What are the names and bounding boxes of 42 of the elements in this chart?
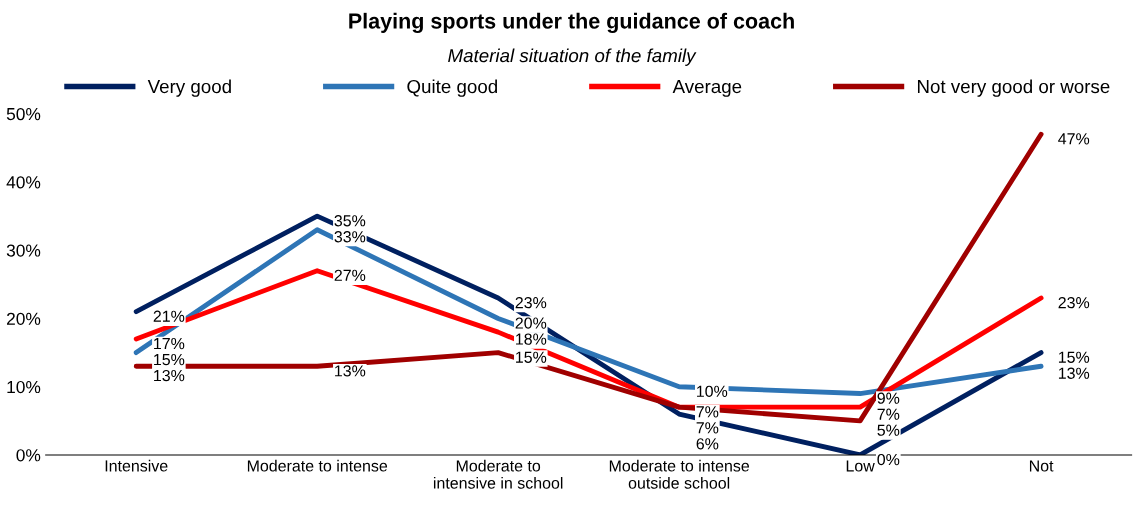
y-tick-label: 30%	[6, 244, 41, 257]
data-label: 18%	[516, 333, 547, 345]
x-tick-label: Moderate to intensive in school	[433, 459, 563, 489]
data-label: 10%	[697, 385, 728, 397]
y-tick-label: 20%	[6, 312, 41, 325]
data-label: 23%	[515, 296, 547, 309]
x-tick-label: Moderate to intense	[247, 459, 388, 472]
data-label: 13%	[154, 369, 185, 382]
data-label: 20%	[515, 317, 547, 329]
x-tick-label: Intensive	[105, 459, 168, 472]
x-tick-label: Not	[1029, 460, 1054, 472]
x-tick-label: Moderate to intense outside school	[609, 459, 750, 489]
y-tick-label: 50%	[6, 107, 41, 121]
chart-title: Playing sports under the guidance of coach	[349, 12, 794, 33]
data-label: 47%	[1058, 133, 1090, 145]
data-label: 6%	[696, 438, 719, 450]
data-label: 7%	[696, 422, 719, 434]
y-tick-label: 0%	[16, 449, 41, 462]
data-label: 15%	[1058, 351, 1090, 363]
data-label: 13%	[335, 365, 366, 377]
data-label: 5%	[877, 424, 900, 436]
legend-label: Quite good	[407, 79, 497, 97]
y-tick-label: 10%	[7, 380, 41, 394]
chart-subtitle: Material situation of the family	[448, 48, 697, 66]
data-label: 13%	[1058, 367, 1090, 379]
data-label: 33%	[334, 231, 366, 243]
data-label: 17%	[154, 337, 185, 350]
legend-label: Very good	[147, 79, 231, 97]
data-label: 0%	[877, 453, 900, 466]
legend-label: Not very good or worse	[917, 79, 1110, 97]
legend-label: Average	[672, 80, 742, 97]
data-label: 23%	[1058, 296, 1090, 309]
data-label: 15%	[516, 351, 547, 363]
data-label: 35%	[334, 215, 366, 227]
data-label: 27%	[334, 269, 366, 281]
data-label: 21%	[153, 310, 185, 322]
data-label: 7%	[696, 406, 719, 418]
data-label: 7%	[877, 408, 900, 420]
data-label: 9%	[877, 392, 900, 404]
y-tick-label: 40%	[6, 176, 41, 189]
x-tick-label: Low	[846, 460, 875, 472]
data-label: 15%	[154, 353, 185, 366]
